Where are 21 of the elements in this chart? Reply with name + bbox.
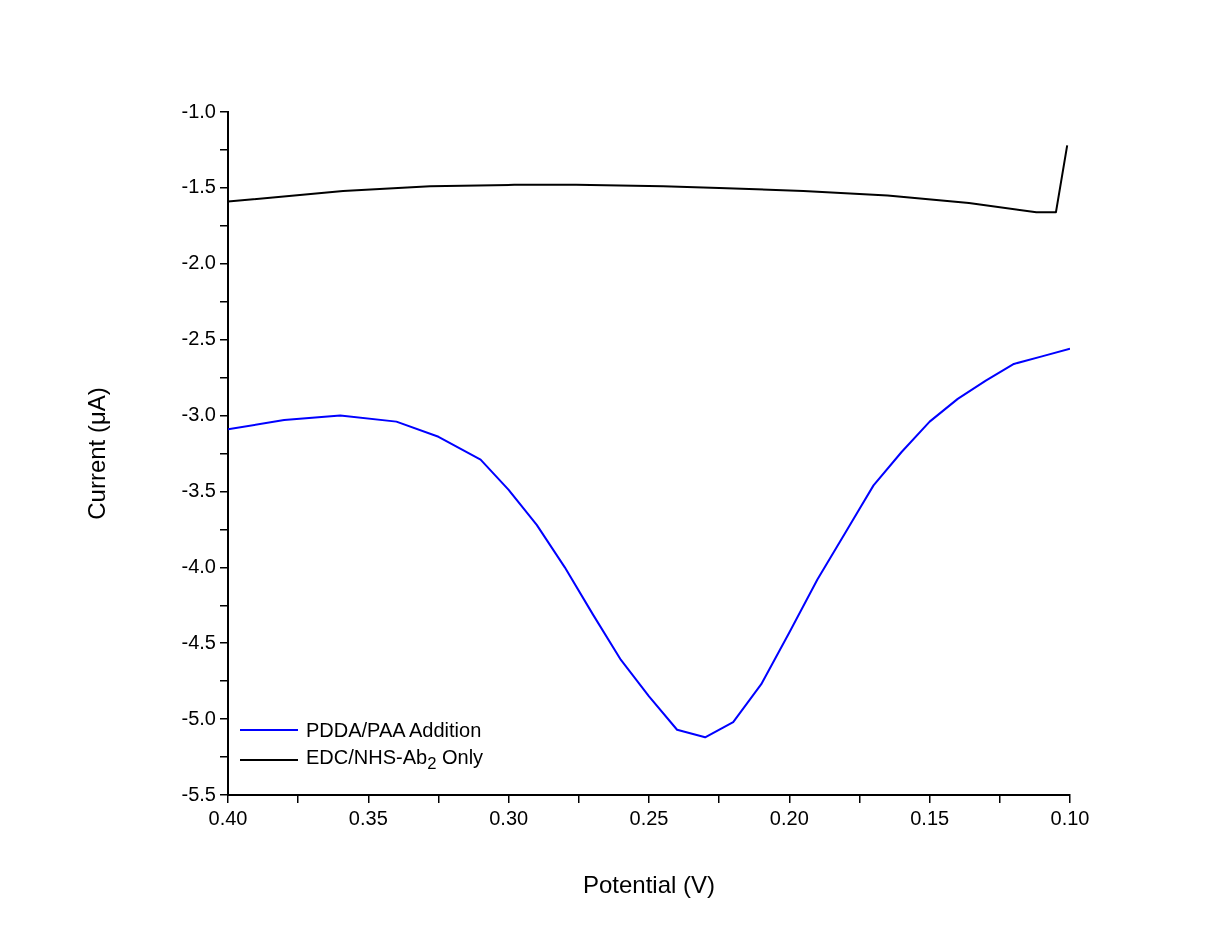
x-tick-label: 0.15 <box>910 806 950 829</box>
legend-label: PDDA/PAA Addition <box>306 718 482 742</box>
y-tick-label: -1.5 <box>181 175 216 198</box>
y-tick-label: -3.0 <box>181 403 216 426</box>
x-tick-label: 0.20 <box>769 806 809 829</box>
x-tick-label: 0.40 <box>208 806 248 829</box>
y-tick-label: -2.5 <box>181 327 216 350</box>
y-tick-label: -1.0 <box>181 99 216 122</box>
y-axis-title: Current (μA) <box>83 387 111 520</box>
y-tick-label: -3.5 <box>181 478 216 501</box>
y-tick-label: -4.0 <box>181 554 216 577</box>
y-tick-label: -2.0 <box>181 251 216 274</box>
y-tick-label: -4.5 <box>181 630 216 653</box>
x-axis-title: Potential (V) <box>582 871 716 899</box>
legend-label: EDC/NHS-Ab$_{2}$ Only <box>306 746 484 774</box>
x-tick-label: 0.25 <box>629 806 669 829</box>
y-tick-label: -5.5 <box>181 782 216 805</box>
x-tick-label: 0.10 <box>1050 806 1090 829</box>
x-tick-label: 0.30 <box>489 806 529 829</box>
x-tick-label: 0.35 <box>348 806 388 829</box>
y-tick-label: -5.0 <box>181 706 216 729</box>
